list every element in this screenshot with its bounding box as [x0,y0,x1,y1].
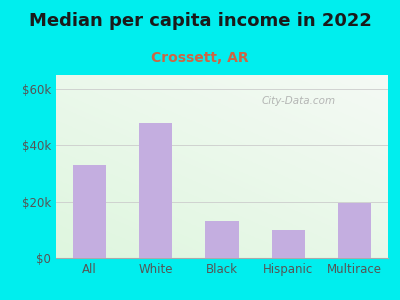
Bar [206,221,238,258]
Text: Median per capita income in 2022: Median per capita income in 2022 [28,12,372,30]
Bar [73,165,106,258]
Bar [272,230,305,258]
Text: City-Data.com: City-Data.com [261,96,336,106]
Text: Crossett, AR: Crossett, AR [151,51,249,65]
Bar [139,123,172,258]
Bar [338,203,372,258]
